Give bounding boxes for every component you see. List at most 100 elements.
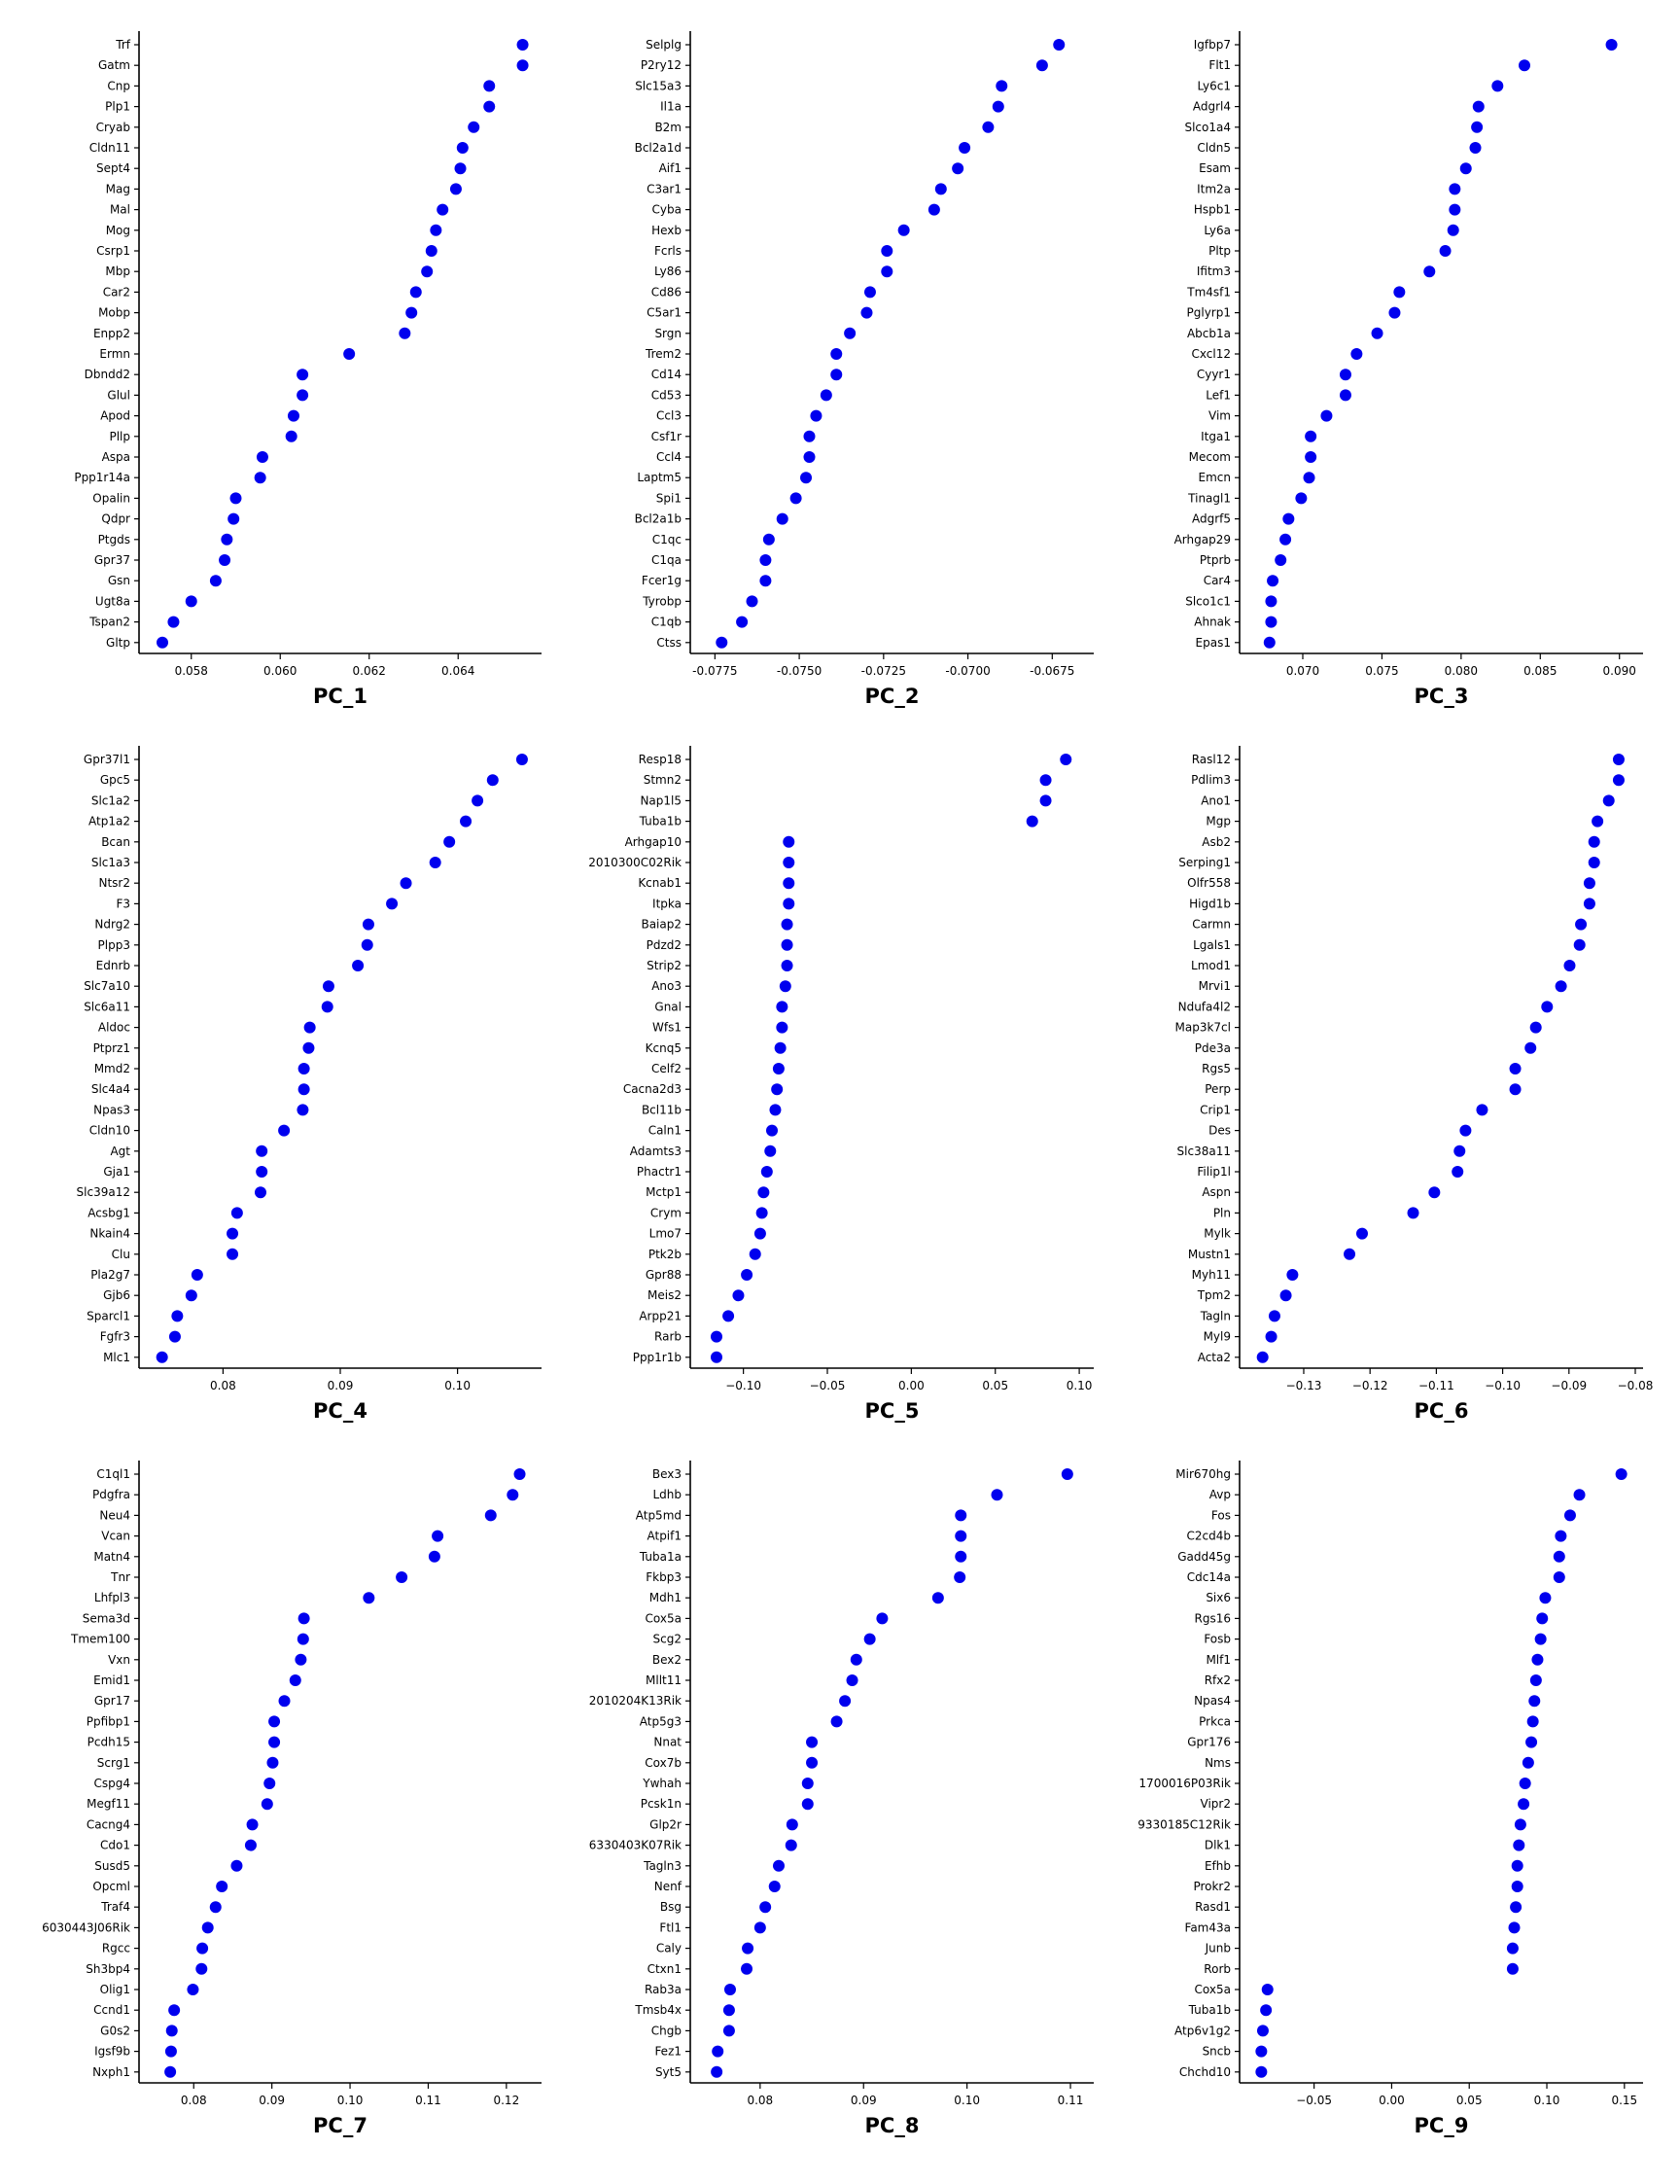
- gene-label: 2010204K13Rik: [589, 1694, 682, 1708]
- gene-label: Epas1: [1196, 636, 1231, 650]
- gene-label: Tmem100: [70, 1633, 130, 1646]
- data-point: [164, 2065, 177, 2078]
- gene-label: Wfs1: [652, 1021, 682, 1035]
- panel-title: PC_4: [313, 1399, 368, 1423]
- data-point: [460, 815, 472, 828]
- gene-label: Ywhah: [642, 1777, 682, 1790]
- gene-label: Serping1: [1178, 856, 1231, 869]
- data-point: [1339, 369, 1351, 381]
- data-point: [321, 1001, 333, 1013]
- panel-title: PC_5: [865, 1399, 920, 1423]
- gene-label: Avp: [1209, 1488, 1231, 1501]
- data-point: [1060, 754, 1072, 765]
- data-point: [1524, 1041, 1537, 1054]
- data-point: [736, 616, 749, 628]
- data-point: [766, 1124, 778, 1137]
- data-point: [227, 1227, 239, 1240]
- gene-label: Bex2: [652, 1653, 682, 1667]
- data-point: [1612, 754, 1625, 765]
- data-point: [783, 877, 795, 890]
- data-point: [1588, 835, 1600, 848]
- data-point: [1472, 100, 1485, 113]
- x-tick-label: 0.11: [415, 2094, 441, 2107]
- data-point: [876, 1612, 889, 1625]
- gene-label: Fos: [1211, 1508, 1231, 1522]
- gene-label: Nxph1: [92, 2065, 130, 2079]
- gene-label: Csf1r: [651, 430, 682, 443]
- data-point: [954, 1571, 966, 1583]
- gene-label: Ldhb: [652, 1488, 682, 1501]
- data-point: [850, 1653, 862, 1666]
- data-point: [472, 794, 484, 807]
- data-point: [776, 1001, 788, 1013]
- gene-label: Aspn: [1202, 1185, 1231, 1199]
- gene-label: Des: [1208, 1124, 1231, 1138]
- data-point: [839, 1695, 852, 1708]
- data-point: [229, 492, 242, 505]
- gene-label: Celf2: [651, 1062, 682, 1075]
- gene-label: Slc39a12: [77, 1185, 130, 1199]
- data-point: [1423, 265, 1436, 278]
- data-point: [1555, 1530, 1567, 1542]
- gene-label: Mdh1: [649, 1591, 682, 1604]
- gene-label: B2m: [654, 121, 682, 134]
- panel-pc-2: Selplg P2ry12 Slc15a3 Il1a B2m Bcl2a1d Aif1 C3a…: [635, 31, 1094, 708]
- data-point: [297, 1104, 309, 1116]
- data-point: [1519, 1778, 1531, 1789]
- gene-label: Slc7a10: [84, 979, 130, 993]
- gene-label: Baiap2: [641, 918, 682, 932]
- gene-label: Fam43a: [1185, 1920, 1231, 1934]
- data-point: [352, 960, 365, 971]
- data-point: [1350, 348, 1363, 360]
- gene-label: Fosb: [1204, 1633, 1231, 1646]
- x-tick-label: 0.05: [1456, 2094, 1483, 2107]
- data-point: [801, 1798, 814, 1811]
- data-point: [774, 1041, 787, 1054]
- data-point: [362, 918, 374, 931]
- gene-label: Bcl2a1b: [635, 512, 682, 526]
- data-point: [295, 1653, 307, 1666]
- gene-label: Cxcl12: [1192, 347, 1231, 361]
- gene-label: Esam: [1199, 161, 1231, 175]
- data-point: [1522, 1756, 1534, 1769]
- data-point: [955, 1509, 967, 1522]
- x-tick-label: −0.10: [725, 1379, 761, 1392]
- gene-label: Gpc5: [100, 773, 130, 787]
- gene-label: Gpr17: [94, 1694, 130, 1708]
- gene-label: Bcl11b: [642, 1103, 682, 1116]
- data-point: [298, 1612, 310, 1625]
- gene-label: Neu4: [99, 1508, 130, 1522]
- x-tick-label: 0.00: [898, 1379, 925, 1392]
- gene-label: Ly6c1: [1197, 79, 1231, 92]
- data-point: [1339, 389, 1351, 402]
- gene-label: Tagln3: [643, 1859, 682, 1873]
- gene-label: Pltp: [1208, 244, 1231, 258]
- x-tick-label: −0.12: [1352, 1379, 1388, 1392]
- gene-label: Chchd10: [1179, 2065, 1231, 2079]
- data-point: [297, 369, 309, 381]
- data-point: [712, 2045, 724, 2058]
- data-point: [1295, 492, 1308, 505]
- gene-label: 1700016P03Rik: [1138, 1777, 1231, 1790]
- gene-label: Opcml: [92, 1880, 130, 1893]
- gene-label: Nenf: [654, 1880, 682, 1893]
- gene-label: Gpr37: [94, 553, 130, 567]
- gene-label: Junb: [1205, 1942, 1231, 1955]
- gene-label: Rgs16: [1195, 1611, 1231, 1625]
- gene-label: Rasl12: [1192, 753, 1231, 766]
- gene-label: Atp1a2: [88, 815, 130, 828]
- gene-label: Acta2: [1198, 1351, 1231, 1364]
- data-point: [254, 1186, 266, 1199]
- data-point: [1518, 1798, 1530, 1811]
- data-point: [168, 1330, 181, 1343]
- x-tick-label: −0.08: [1618, 1379, 1654, 1392]
- data-point: [386, 898, 399, 910]
- data-point: [425, 245, 438, 257]
- gene-label: C1ql1: [96, 1467, 130, 1481]
- x-tick-label: 0.10: [337, 2094, 364, 2107]
- gene-label: Ahnak: [1194, 616, 1231, 629]
- gene-label: Hspb1: [1194, 203, 1231, 217]
- data-point: [157, 636, 169, 649]
- gene-label: Nkain4: [89, 1227, 130, 1241]
- data-point: [1539, 1592, 1552, 1604]
